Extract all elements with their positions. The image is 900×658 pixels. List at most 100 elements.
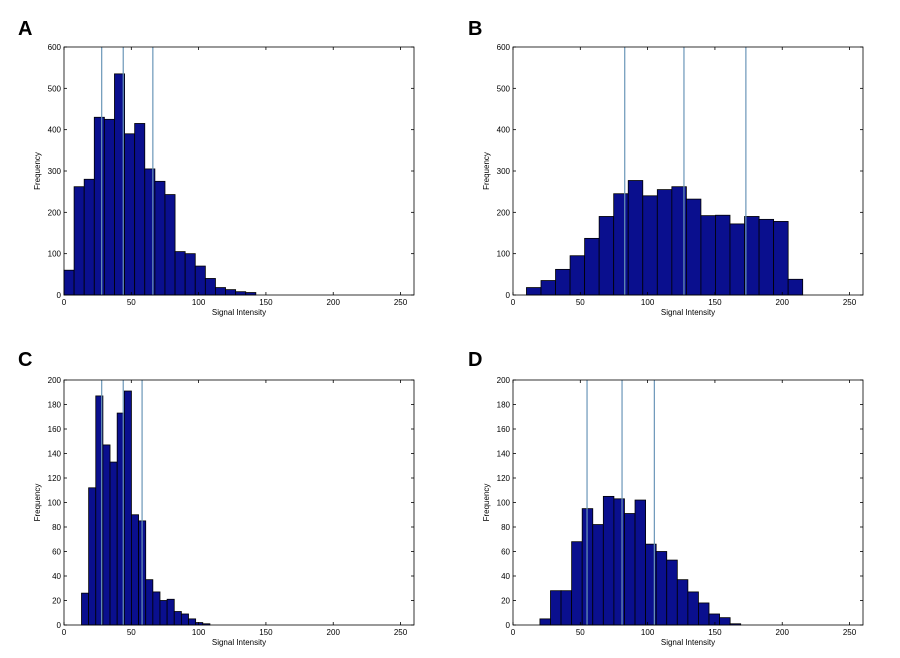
- y-tick-label: 600: [497, 43, 511, 52]
- x-tick-label: 100: [192, 628, 206, 637]
- bar: [787, 278, 804, 296]
- x-tick-label: 250: [394, 298, 408, 307]
- x-tick-label: 50: [127, 298, 136, 307]
- y-tick-label: 20: [501, 597, 510, 606]
- y-tick-label: 200: [497, 376, 511, 385]
- bars-b: [526, 180, 804, 296]
- bar: [571, 541, 583, 626]
- bar: [124, 133, 136, 296]
- y-tick-label: 120: [48, 474, 62, 483]
- bar: [154, 180, 166, 296]
- x-tick-label: 150: [708, 298, 722, 307]
- y-tick-label: 100: [497, 499, 511, 508]
- y-tick-label: 60: [52, 548, 61, 557]
- x-tick-label: 50: [576, 628, 585, 637]
- bar: [642, 195, 658, 296]
- y-tick-label: 200: [48, 208, 62, 217]
- y-tick-label: 60: [501, 548, 510, 557]
- bar: [123, 390, 132, 626]
- y-tick-label: 500: [497, 84, 511, 93]
- bar: [655, 551, 668, 626]
- x-tick-label: 0: [511, 298, 516, 307]
- bar: [540, 280, 556, 296]
- y-axis-label-c: Frequency: [33, 484, 42, 522]
- bar: [676, 579, 689, 626]
- x-tick-label: 100: [192, 298, 206, 307]
- bar: [166, 598, 175, 626]
- bar: [103, 118, 115, 296]
- panel-label-b: B: [468, 18, 482, 40]
- bar: [152, 591, 161, 626]
- x-tick-label: 250: [843, 628, 857, 637]
- x-tick-label: 200: [327, 298, 341, 307]
- bar: [102, 444, 111, 626]
- y-tick-label: 0: [506, 621, 511, 630]
- x-tick-label: 150: [708, 628, 722, 637]
- bar: [708, 613, 720, 626]
- bar: [225, 289, 237, 296]
- panel-b: B 0 50 100 150 200 250 0 100 200 300 400 500 600 Signa…: [468, 18, 864, 317]
- bar: [687, 591, 699, 626]
- bar: [164, 194, 176, 296]
- y-tick-label: 160: [497, 425, 511, 434]
- bar: [613, 498, 625, 626]
- x-tick-label: 200: [776, 628, 790, 637]
- y-tick-label: 40: [501, 572, 510, 581]
- bar: [602, 495, 615, 626]
- x-tick-label: 0: [62, 298, 67, 307]
- bar: [235, 291, 247, 296]
- bar: [624, 513, 636, 626]
- bar: [773, 221, 789, 296]
- y-tick-label: 80: [52, 523, 61, 532]
- bar: [88, 487, 97, 626]
- bar: [109, 461, 118, 626]
- bars-a: [63, 73, 257, 296]
- bar: [134, 123, 146, 296]
- x-axis-label-b: Signal Intensity: [661, 308, 715, 317]
- x-tick-label: 0: [62, 628, 67, 637]
- bar: [700, 215, 716, 296]
- y-tick-label: 300: [48, 167, 62, 176]
- y-tick-label: 80: [501, 523, 510, 532]
- bar: [184, 253, 196, 296]
- bar: [744, 216, 760, 296]
- y-tick-label: 200: [48, 376, 62, 385]
- y-tick-label: 40: [52, 572, 61, 581]
- x-tick-label: 100: [641, 298, 655, 307]
- x-tick-label: 200: [327, 628, 341, 637]
- bar: [526, 287, 542, 296]
- y-tick-label: 200: [497, 208, 511, 217]
- bar: [758, 218, 775, 296]
- bar: [81, 592, 90, 626]
- y-tick-label: 100: [497, 250, 511, 259]
- bar: [159, 600, 168, 626]
- y-axis-label-a: Frequency: [33, 152, 42, 190]
- panel-c: C 0 50 100 150 200 250 0 20 40 60 80 100 120 140 160 180…: [18, 349, 415, 647]
- bars-d: [539, 495, 742, 626]
- bar: [131, 514, 139, 626]
- bar: [634, 499, 647, 626]
- x-axis-label-d: Signal Intensity: [661, 638, 715, 647]
- bar: [93, 116, 105, 296]
- bar: [73, 186, 85, 296]
- x-tick-label: 250: [394, 628, 408, 637]
- x-axis-label-a: Signal Intensity: [212, 308, 266, 317]
- y-axis-label-b: Frequency: [482, 152, 491, 190]
- bar: [627, 180, 644, 296]
- bar: [539, 618, 551, 626]
- bar: [215, 287, 226, 296]
- bar: [613, 193, 629, 296]
- x-tick-label: 150: [259, 628, 273, 637]
- bar: [188, 618, 197, 626]
- panel-d: D 0 50 100 150 200 250 0 20 40 60 80 100 120 140 160 180…: [468, 349, 864, 647]
- x-tick-label: 250: [843, 298, 857, 307]
- y-tick-label: 100: [48, 499, 62, 508]
- y-tick-label: 400: [48, 126, 62, 135]
- bar: [698, 602, 710, 626]
- y-tick-label: 400: [497, 126, 511, 135]
- bar: [550, 590, 562, 626]
- bar: [194, 265, 206, 296]
- bar: [729, 223, 745, 296]
- bar: [685, 198, 702, 296]
